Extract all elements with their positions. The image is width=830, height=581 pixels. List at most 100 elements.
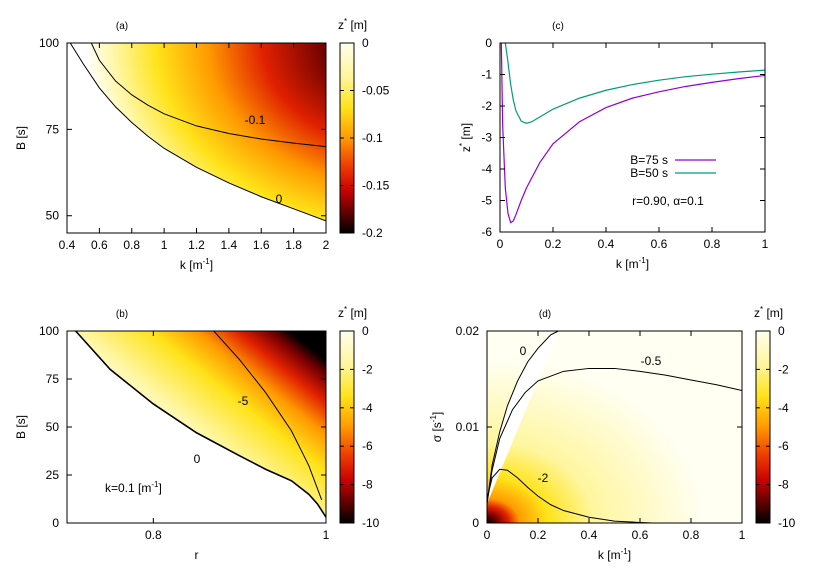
x-tick-label: 0.4 [598, 237, 615, 251]
contour-line [487, 367, 742, 504]
contour-label: 0 [276, 192, 283, 206]
y-tick-label: 0.01 [456, 420, 480, 434]
y-tick-label: 0 [485, 36, 492, 50]
y-tick-label: -3 [481, 131, 492, 145]
x-tick-label: 1 [762, 237, 769, 251]
y-tick-label: 0.02 [456, 324, 480, 338]
colorbar-title: z* [m] [338, 17, 367, 32]
y-tick-label: 75 [46, 122, 60, 136]
y-axis-label: B [s] [14, 415, 28, 439]
y-tick-label: -5 [481, 194, 492, 208]
panel-label: (d) [539, 309, 551, 320]
y-tick-label: 25 [46, 468, 60, 482]
masked-region [487, 331, 559, 504]
contour-line [75, 331, 326, 518]
x-tick-label: 0.4 [59, 238, 76, 252]
colorbar-tick-label: -8 [778, 478, 789, 492]
x-tick-label: 0.8 [683, 528, 700, 542]
y-tick-label: 100 [39, 36, 59, 50]
x-tick-label: 0.4 [581, 528, 598, 542]
contour-line [90, 43, 326, 148]
colorbar-tick-label: 0 [362, 36, 369, 50]
contour-label: -5 [238, 394, 249, 408]
contour-label: -2 [538, 471, 549, 485]
masked-region [67, 331, 326, 523]
x-tick-label: 2 [323, 238, 330, 252]
x-tick-label: 0 [497, 237, 504, 251]
colorbar-title: z* [m] [338, 305, 367, 320]
x-tick-label: 0.6 [91, 238, 108, 252]
annotation-text: r=0.90, α=0.1 [632, 194, 704, 208]
colorbar-tick-label: -2 [778, 362, 789, 376]
colorbar-tick-label: -4 [362, 401, 373, 415]
x-tick-label: 1 [323, 528, 330, 542]
colorbar-tick-label: -8 [362, 478, 373, 492]
colorbar-tick-label: 0 [778, 324, 785, 338]
colorbar-tick-label: -2 [362, 362, 373, 376]
x-axis-label: k [m-1] [180, 257, 213, 272]
colorbar-tick-label: -0.1 [362, 131, 383, 145]
panel-b: 0.8 1 0 25 50 75 100 (b) r B [s] 0 -2 -4 -6 -8 -10 z* [m… [14, 305, 380, 562]
x-axis-label: k [m-1] [598, 547, 631, 562]
y-tick-label: -1 [481, 68, 492, 82]
colorbar-tick-label: 0 [362, 324, 369, 338]
panel-a: 0.4 0.6 0.8 1 1.2 1.4 1.6 1.8 2 50 75 100 (a) k [m-1]… [14, 17, 390, 272]
series-line [500, 42, 766, 224]
x-tick-label: 0.8 [123, 238, 140, 252]
colorbar-tick-label: -6 [778, 439, 789, 453]
y-tick-label: 100 [39, 324, 59, 338]
x-axis-label: r [195, 548, 199, 562]
contour-label: -0.1 [245, 113, 266, 127]
y-tick-label: 75 [46, 372, 60, 386]
colorbar-tick-label: -6 [362, 439, 373, 453]
y-axis-label: z* [m] [458, 123, 473, 152]
colorbar-tick-label: -0.2 [362, 226, 383, 240]
legend-label: B=50 s [630, 166, 668, 180]
panel-label: (c) [552, 21, 564, 32]
contour-line [213, 331, 323, 501]
colorbar-tick-label: -10 [778, 516, 796, 530]
x-tick-label: 0.6 [651, 237, 668, 251]
contour-label: 0 [194, 452, 201, 466]
colorbar-tick-label: -0.15 [362, 179, 390, 193]
series-line [504, 42, 766, 124]
colorbar-tick-label: -0.05 [362, 84, 390, 98]
contour-label: 0 [520, 344, 527, 358]
y-axis-label: B [s] [14, 126, 28, 150]
colorbar-tick-label: -4 [778, 401, 789, 415]
panel-c: 0 0.2 0.4 0.6 0.8 1 0 -1 -2 -3 -4 -5 -6 (c) k [m-1] z* … [458, 21, 769, 271]
contour-line [487, 468, 653, 523]
legend: B=75 sB=50 s [630, 153, 716, 180]
heatmap-field [487, 331, 742, 523]
masked-region [67, 43, 326, 233]
x-tick-label: 1 [161, 238, 168, 252]
colorbar-title: z* [m] [754, 305, 783, 320]
colorbar-tick-label: -10 [362, 516, 380, 530]
x-tick-label: 1.2 [188, 238, 205, 252]
x-tick-label: 1.6 [253, 238, 270, 252]
y-tick-label: -4 [481, 162, 492, 176]
x-axis-label: k [m-1] [616, 256, 649, 271]
contour-label: -0.5 [641, 354, 662, 368]
x-tick-label: 1.4 [221, 238, 238, 252]
contour-line [69, 43, 326, 222]
y-tick-label: 0 [472, 516, 479, 530]
legend-label: B=75 s [630, 153, 668, 167]
y-tick-label: 50 [46, 209, 60, 223]
x-tick-label: 0 [484, 528, 491, 542]
annotation-text: k=0.1 [m-1] [105, 480, 162, 495]
colorbar [755, 330, 771, 524]
panel-d: 0 0.2 0.4 0.6 0.8 1 0 0.01 0.02 (d) k [m-1] σ [s-1]… [429, 305, 796, 562]
x-tick-label: 0.8 [704, 237, 721, 251]
y-tick-label: 0 [52, 516, 59, 530]
x-tick-label: 1.8 [285, 238, 302, 252]
colorbar [339, 330, 355, 524]
y-tick-label: -6 [481, 225, 492, 239]
x-tick-label: 0.2 [530, 528, 547, 542]
x-tick-label: 1 [739, 528, 746, 542]
x-tick-label: 0.2 [545, 237, 562, 251]
x-tick-label: 0.8 [145, 528, 162, 542]
panel-label: (a) [116, 21, 128, 32]
y-axis-label: σ [s-1] [429, 412, 444, 443]
